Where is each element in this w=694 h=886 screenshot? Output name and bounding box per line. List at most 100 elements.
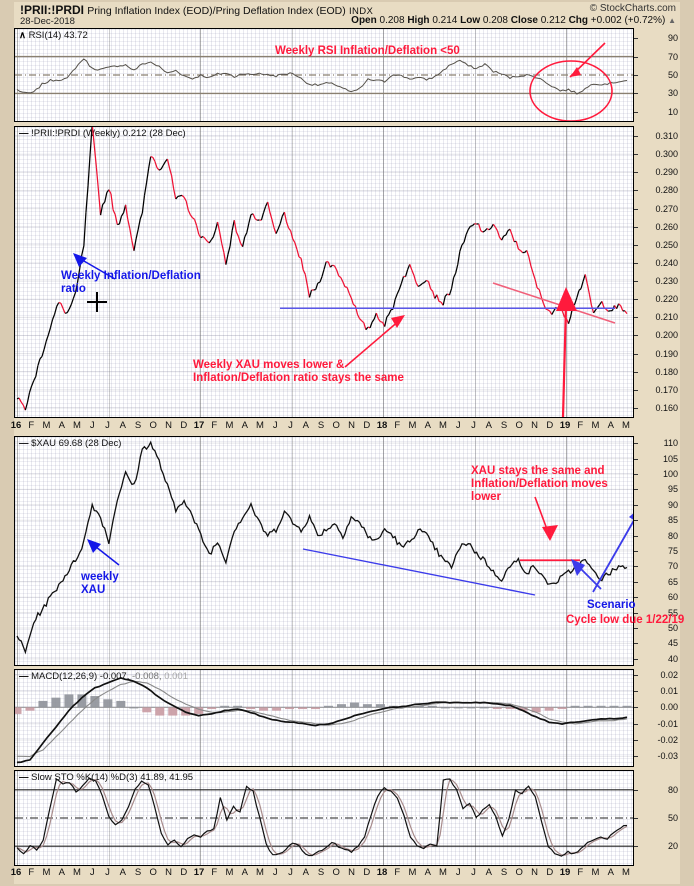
axis-tick-label: 0.290 bbox=[655, 167, 678, 178]
open-value: 0.208 bbox=[379, 15, 405, 26]
x-axis-label: J bbox=[288, 867, 293, 878]
x-axis-label: N bbox=[348, 867, 355, 878]
axis-tick-mark bbox=[634, 371, 638, 373]
x-axis-label: A bbox=[424, 420, 431, 431]
axis-tick-mark bbox=[634, 136, 638, 138]
x-axis-label: A bbox=[241, 867, 248, 878]
chg-value: +0.002 (+0.72%) bbox=[590, 15, 666, 26]
x-axis-label: M bbox=[439, 420, 447, 431]
up-arrow-icon: ▲ bbox=[668, 16, 676, 25]
macd-y-axis: 0.02 0.01 0.00 -0.01 -0.02 -0.03 bbox=[634, 670, 680, 766]
axis-tick-mark bbox=[634, 597, 638, 599]
xau-panel: — $XAU 69.68 (28 Dec) 110 105 100 95 90 85 80 7… bbox=[14, 436, 684, 666]
axis-tick-label: -0.03 bbox=[657, 751, 678, 762]
x-axis-label: 18 bbox=[376, 867, 388, 878]
x-axis-label: M bbox=[408, 420, 417, 431]
axis-tick-mark bbox=[634, 566, 638, 568]
x-axis-label: A bbox=[485, 867, 492, 878]
year-gridline bbox=[200, 670, 201, 766]
sto-y-axis: 80 50 20 bbox=[634, 771, 680, 865]
x-axis-label: M bbox=[225, 867, 234, 878]
axis-tick-mark bbox=[634, 612, 638, 614]
axis-tick-mark bbox=[634, 581, 638, 583]
quote-date: 28-Dec-2018 bbox=[20, 16, 75, 27]
x-axis-label: A bbox=[119, 867, 126, 878]
mid-year-gridline bbox=[108, 771, 110, 865]
axis-tick-label: 100 bbox=[662, 468, 678, 479]
macd-legend-icon: — bbox=[19, 671, 29, 682]
high-label: High bbox=[407, 15, 430, 26]
x-axis-label: M bbox=[622, 867, 630, 878]
high-value: 0.214 bbox=[432, 15, 458, 26]
mid-year-gridline bbox=[108, 29, 110, 121]
macd-panel: — MACD(12,26,9) -0.007, -0.008, 0.001 0.… bbox=[14, 669, 678, 767]
axis-tick-mark bbox=[634, 756, 638, 758]
year-gridline bbox=[17, 670, 18, 766]
x-axis-label: 16 bbox=[10, 420, 22, 431]
chart-title: !PRII:!PRDI Pring Inflation Index (EOD)/… bbox=[20, 3, 373, 17]
xau-legend-text: $XAU 69.68 (28 Dec) bbox=[31, 438, 122, 449]
year-gridline bbox=[566, 670, 567, 766]
axis-tick-label: 40 bbox=[667, 653, 678, 664]
mid-year-gridline bbox=[108, 437, 110, 665]
axis-tick-label: 0.240 bbox=[655, 257, 678, 268]
x-axis-label: 19 bbox=[559, 867, 571, 878]
year-gridline bbox=[566, 29, 567, 121]
axis-tick-mark bbox=[634, 846, 638, 848]
x-axis-label: O bbox=[149, 867, 157, 878]
axis-tick-mark bbox=[634, 38, 638, 40]
axis-tick-label: 0.200 bbox=[655, 330, 678, 341]
price-y-axis: 0.310 0.300 0.290 0.280 0.270 0.260 0.250 0.240… bbox=[634, 127, 680, 417]
rsi-annotation: Weekly RSI Inflation/Deflation <50 bbox=[275, 45, 460, 57]
x-axis-label: A bbox=[302, 867, 309, 878]
year-gridline bbox=[383, 29, 384, 121]
axis-tick-label: 105 bbox=[662, 453, 678, 464]
x-axis-label: O bbox=[332, 420, 340, 431]
x-axis-label: M bbox=[408, 867, 417, 878]
axis-tick-label: 60 bbox=[667, 592, 678, 603]
axis-tick-label: 0.00 bbox=[660, 702, 678, 713]
rsi-plot bbox=[15, 29, 633, 121]
x-axis-label: S bbox=[317, 420, 325, 431]
price-panel: — !PRII:!PRDI (Weekly) 0.212 (28 Dec) 0.… bbox=[14, 126, 678, 418]
x-axis-label: A bbox=[58, 420, 65, 431]
year-gridline bbox=[383, 437, 384, 665]
axis-tick-label: 50 bbox=[667, 623, 678, 634]
axis-tick-label: 80 bbox=[667, 784, 678, 795]
x-axis-label: 16 bbox=[10, 867, 22, 878]
x-axis-label: S bbox=[317, 867, 325, 878]
x-axis-label: N bbox=[531, 420, 538, 431]
mid-year-gridline bbox=[474, 127, 476, 417]
axis-tick-mark bbox=[634, 789, 638, 791]
axis-tick-mark bbox=[634, 172, 638, 174]
price-red-annotation: Weekly XAU moves lower & Inflation/Defla… bbox=[193, 359, 404, 384]
axis-tick-mark bbox=[634, 281, 638, 283]
axis-tick-mark bbox=[634, 190, 638, 192]
mid-year-gridline bbox=[474, 29, 476, 121]
axis-tick-mark bbox=[634, 628, 638, 630]
cycle-low-annotation: Cycle low due 1/22/19 bbox=[566, 614, 685, 626]
x-axis-label: F bbox=[394, 867, 401, 878]
year-gridline bbox=[200, 127, 201, 417]
axis-tick-label: 85 bbox=[667, 515, 678, 526]
axis-tick-mark bbox=[634, 473, 638, 475]
mid-year-gridline bbox=[291, 127, 293, 417]
x-axis-label: D bbox=[363, 420, 371, 431]
x-axis-label: A bbox=[119, 420, 126, 431]
x-axis-label: N bbox=[348, 420, 355, 431]
symbol-label: !PRII:!PRDI bbox=[20, 3, 84, 17]
axis-tick-label: 45 bbox=[667, 638, 678, 649]
x-axis-label: M bbox=[622, 420, 630, 431]
x-axis-label: O bbox=[332, 867, 340, 878]
x-axis-label: M bbox=[439, 867, 447, 878]
x-axis-label: S bbox=[500, 867, 508, 878]
year-gridline bbox=[17, 29, 18, 121]
axis-tick-label: -0.01 bbox=[657, 718, 678, 729]
x-axis-label: 18 bbox=[376, 420, 388, 431]
year-gridline bbox=[17, 127, 18, 417]
chg-label: Chg bbox=[568, 15, 589, 26]
x-axis-label: N bbox=[165, 867, 172, 878]
x-axis-label: M bbox=[591, 420, 600, 431]
x-axis-label: M bbox=[73, 420, 81, 431]
low-value: 0.208 bbox=[482, 15, 508, 26]
